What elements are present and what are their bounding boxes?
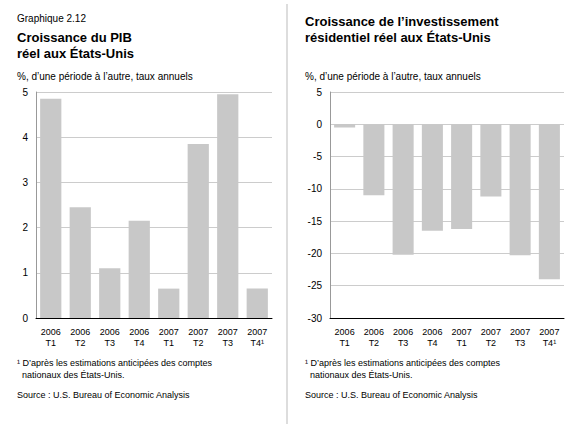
svg-text:4: 4 xyxy=(22,132,28,143)
svg-text:¹ D’après les estimations anti: ¹ D’après les estimations anticipées des… xyxy=(17,358,213,368)
svg-text:T2: T2 xyxy=(75,338,86,348)
svg-text:%, d’une période à l’autre, ta: %, d’une période à l’autre, taux annuels xyxy=(305,71,481,82)
svg-text:2006: 2006 xyxy=(335,327,355,337)
svg-text:2006: 2006 xyxy=(70,327,90,337)
svg-text:2006: 2006 xyxy=(129,327,149,337)
svg-text:T3: T3 xyxy=(398,338,409,348)
svg-text:1: 1 xyxy=(22,267,28,278)
svg-text:résidentiel réel aux États-Uni: résidentiel réel aux États-Unis xyxy=(305,30,491,45)
svg-text:-10: -10 xyxy=(308,183,323,194)
svg-text:2007: 2007 xyxy=(159,327,179,337)
svg-text:2: 2 xyxy=(22,222,28,233)
svg-text:-25: -25 xyxy=(308,280,323,291)
svg-text:T4: T4 xyxy=(427,338,438,348)
svg-text:Croissance du PIB: Croissance du PIB xyxy=(17,30,132,45)
svg-text:-20: -20 xyxy=(308,248,323,259)
svg-text:T4¹: T4¹ xyxy=(543,338,557,348)
svg-text:2007: 2007 xyxy=(452,327,472,337)
svg-text:2006: 2006 xyxy=(100,327,120,337)
svg-text:-30: -30 xyxy=(308,313,323,324)
svg-text:T3: T3 xyxy=(104,338,115,348)
svg-text:2007: 2007 xyxy=(539,327,559,337)
svg-text:2006: 2006 xyxy=(364,327,384,337)
svg-text:T1: T1 xyxy=(456,338,467,348)
svg-text:T1: T1 xyxy=(339,338,350,348)
svg-text:2006: 2006 xyxy=(41,327,61,337)
svg-text:-15: -15 xyxy=(308,216,323,227)
svg-text:5: 5 xyxy=(22,87,28,98)
svg-text:Source : U.S. Bureau of Econom: Source : U.S. Bureau of Economic Analysi… xyxy=(305,390,478,400)
svg-text:Croissance de l’investissement: Croissance de l’investissement xyxy=(305,14,499,29)
svg-text:3: 3 xyxy=(22,177,28,188)
svg-text:2006: 2006 xyxy=(422,327,442,337)
svg-text:T4¹: T4¹ xyxy=(251,338,265,348)
svg-text:T3: T3 xyxy=(515,338,526,348)
svg-text:nationaux des États-Unis.: nationaux des États-Unis. xyxy=(17,370,125,380)
svg-text:T2: T2 xyxy=(486,338,497,348)
svg-text:%, d’une période à l’autre, ta: %, d’une période à l’autre, taux annuels xyxy=(17,71,193,82)
svg-text:5: 5 xyxy=(316,87,322,98)
svg-text:Graphique 2.12: Graphique 2.12 xyxy=(17,13,86,24)
svg-text:réel aux États-Unis: réel aux États-Unis xyxy=(17,46,134,61)
svg-text:T1: T1 xyxy=(163,338,174,348)
svg-text:2007: 2007 xyxy=(188,327,208,337)
svg-text:2006: 2006 xyxy=(393,327,413,337)
svg-text:2007: 2007 xyxy=(247,327,267,337)
svg-text:T1: T1 xyxy=(45,338,56,348)
svg-text:T3: T3 xyxy=(222,338,233,348)
svg-text:2007: 2007 xyxy=(218,327,238,337)
svg-text:-5: -5 xyxy=(313,151,322,162)
svg-text:2007: 2007 xyxy=(481,327,501,337)
svg-text:Source : U.S. Bureau of Econom: Source : U.S. Bureau of Economic Analysi… xyxy=(17,390,190,400)
svg-text:T4: T4 xyxy=(134,338,145,348)
svg-text:nationaux des États-Unis.: nationaux des États-Unis. xyxy=(305,370,413,380)
svg-text:0: 0 xyxy=(316,119,322,130)
svg-text:¹ D’après les estimations anti: ¹ D’après les estimations anticipées des… xyxy=(305,358,501,368)
svg-text:T2: T2 xyxy=(193,338,204,348)
svg-text:0: 0 xyxy=(22,313,28,324)
svg-text:2007: 2007 xyxy=(510,327,530,337)
svg-text:T2: T2 xyxy=(369,338,380,348)
